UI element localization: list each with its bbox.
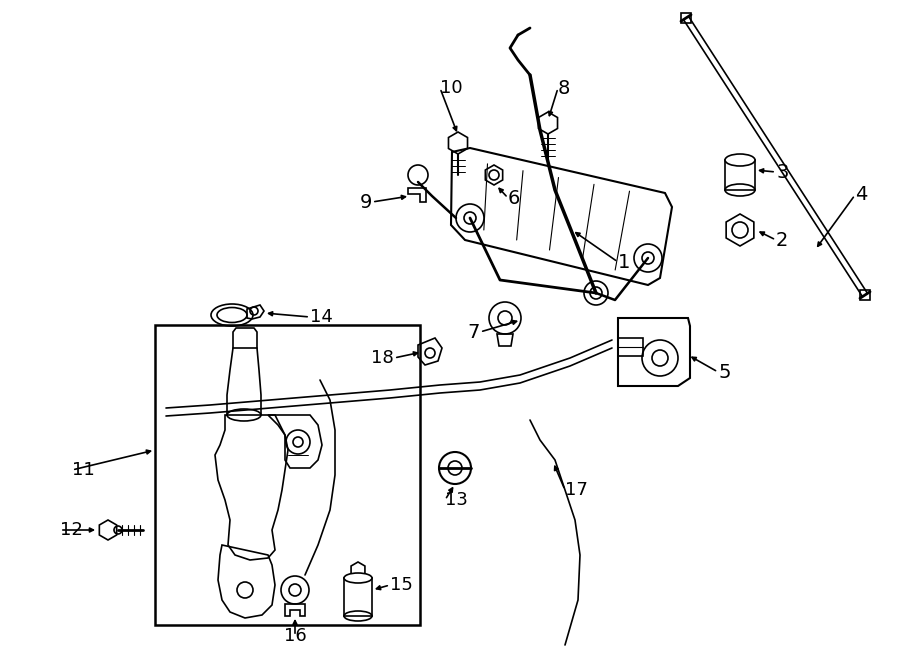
Text: 15: 15 [390,576,413,594]
Text: 1: 1 [618,253,630,272]
Text: 18: 18 [371,349,394,367]
Text: 14: 14 [310,308,333,326]
Bar [725,160,755,190]
Text: 9: 9 [360,192,372,212]
Text: 11: 11 [72,461,94,479]
Text: 13: 13 [445,491,468,509]
Text: 17: 17 [565,481,588,499]
Ellipse shape [725,154,755,166]
Text: 4: 4 [855,186,868,204]
Text: 2: 2 [776,231,788,249]
Bar [618,338,643,356]
Text: 5: 5 [718,362,731,381]
Text: 6: 6 [508,188,520,208]
Text: 8: 8 [558,79,571,98]
Text: 3: 3 [776,163,788,182]
Text: 7: 7 [468,323,480,342]
Ellipse shape [344,573,372,583]
Bar [155,325,420,625]
Text: 12: 12 [60,521,83,539]
Text: 10: 10 [440,79,463,97]
Text: 16: 16 [284,627,306,645]
